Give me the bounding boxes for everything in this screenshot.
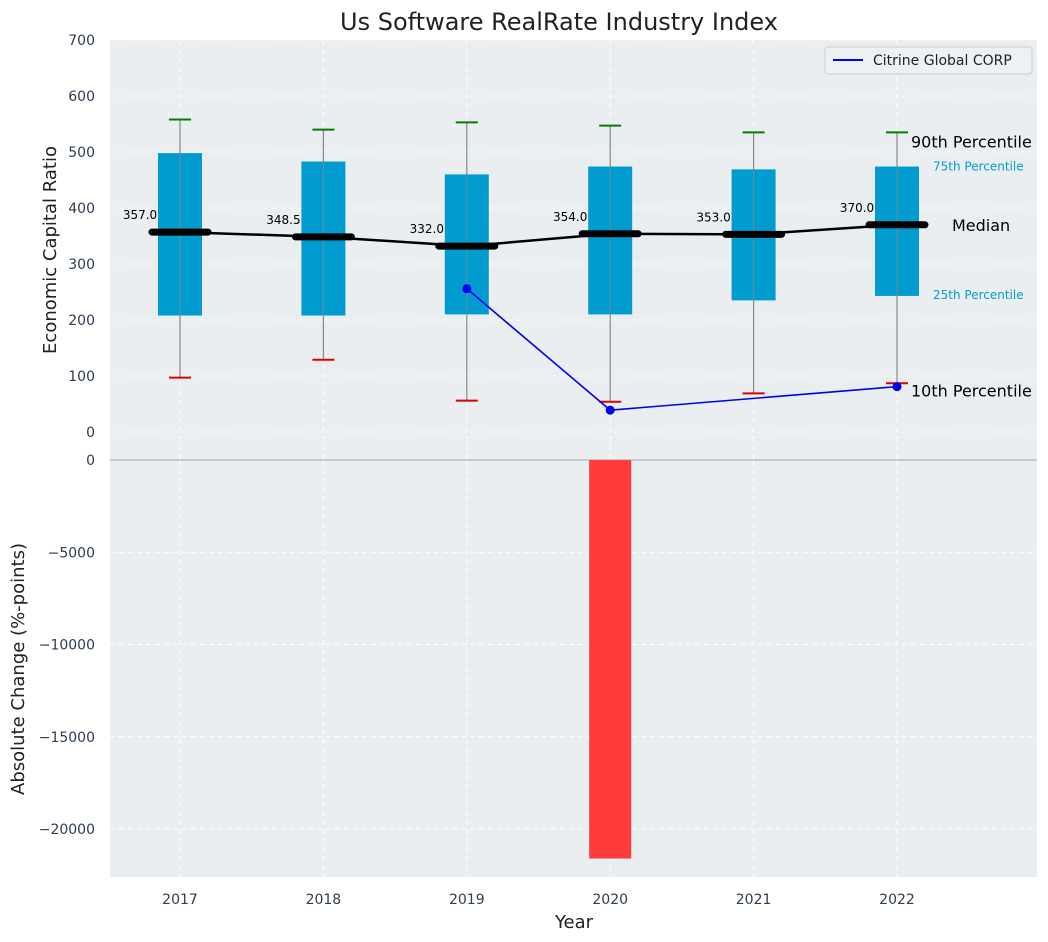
median-value-label: 353.0 <box>696 210 730 224</box>
top-y-tick-label: 200 <box>68 313 95 329</box>
bottom-y-tick-label: −5000 <box>48 545 95 561</box>
x-tick-label: 2019 <box>449 892 485 908</box>
company-point <box>892 382 902 392</box>
annotation-p25: 25th Percentile <box>933 288 1024 302</box>
box-plot-panel: 0 100 200 300 400 500 600 700 357.0 348.5 332.0 354… <box>68 33 1037 460</box>
x-axis-label: Year <box>554 912 594 933</box>
median-value-label: 332.0 <box>410 222 444 236</box>
annotation-p90: 90th Percentile <box>911 132 1032 151</box>
x-tick-label: 2017 <box>162 892 198 908</box>
top-y-tick-label: 100 <box>68 369 95 385</box>
annotation-p75: 75th Percentile <box>933 160 1024 174</box>
change-bar <box>589 460 632 859</box>
company-point <box>462 284 472 294</box>
top-y-tick-label: 300 <box>68 257 95 273</box>
x-tick-label: 2018 <box>306 892 342 908</box>
median-value-label: 354.0 <box>553 210 587 224</box>
top-y-tick-label: 600 <box>68 89 95 105</box>
top-y-tick-label: 500 <box>68 145 95 161</box>
x-tick-label: 2020 <box>592 892 628 908</box>
top-y-tick-label: 700 <box>68 33 95 49</box>
legend-label: Citrine Global CORP <box>873 53 1012 69</box>
bottom-y-tick-label: −15000 <box>39 730 95 746</box>
median-value-label: 348.5 <box>266 213 300 227</box>
top-y-tick-label: 400 <box>68 201 95 217</box>
bottom-y-axis-label: Absolute Change (%-points) <box>8 543 29 795</box>
chart-title: Us Software RealRate Industry Index <box>340 8 778 36</box>
annotation-median: Median <box>952 216 1010 235</box>
annotation-p10: 10th Percentile <box>911 381 1032 400</box>
bottom-y-tick-label: −20000 <box>39 822 95 838</box>
x-tick-label: 2022 <box>879 892 915 908</box>
top-y-tick-label: 0 <box>86 425 95 441</box>
median-value-label: 357.0 <box>123 208 157 222</box>
change-bar-panel: 0 −5000 −10000 −15000 −20000 2017 2018 2019 2020… <box>39 453 1037 908</box>
legend-box <box>824 46 1033 75</box>
bottom-y-tick-label: −10000 <box>39 638 95 654</box>
median-value-label: 370.0 <box>840 201 874 215</box>
top-y-axis-label: Economic Capital Ratio <box>40 146 61 354</box>
company-point <box>605 405 615 415</box>
bottom-y-tick-label: 0 <box>86 453 95 469</box>
x-tick-label: 2021 <box>736 892 772 908</box>
bottom-plot-background <box>110 460 1037 877</box>
